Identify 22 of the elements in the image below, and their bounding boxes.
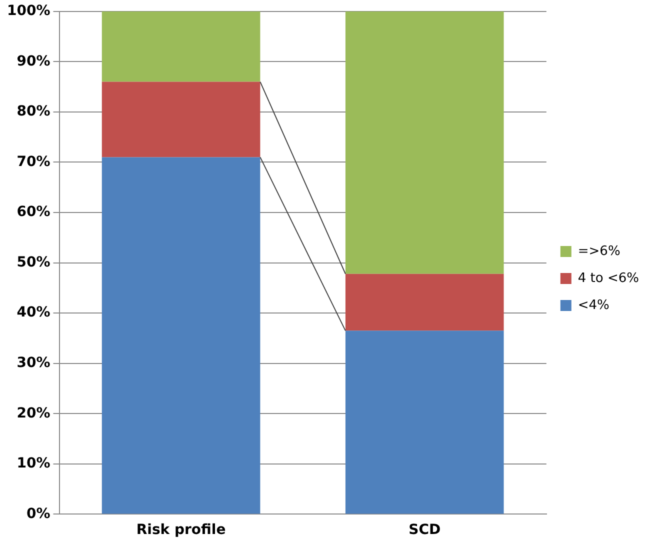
y-tick-label: 40%: [16, 304, 50, 321]
y-tick-label: 90%: [16, 53, 50, 70]
bar: [345, 274, 504, 331]
y-tick-label: 100%: [6, 3, 50, 20]
bar: [102, 82, 260, 158]
bar: [345, 11, 504, 274]
y-tick-label: 0%: [26, 506, 50, 522]
y-tick-label: 20%: [16, 405, 50, 422]
y-tick-label: 80%: [16, 104, 50, 120]
x-tick-label: Risk profile: [136, 522, 226, 538]
y-tick-label: 10%: [16, 456, 50, 472]
x-tick-label: SCD: [408, 522, 441, 538]
bar: [102, 11, 260, 82]
legend-label: 4 to <6%: [578, 270, 640, 286]
bar: [102, 157, 260, 514]
bar: [345, 330, 504, 514]
y-tick-label: 50%: [16, 254, 50, 270]
legend-label: =>6%: [578, 244, 620, 259]
y-tick-label: 60%: [16, 204, 50, 220]
y-tick-label: 30%: [16, 355, 50, 371]
y-tick-label: 70%: [16, 154, 50, 170]
legend-label: <4%: [578, 298, 610, 313]
